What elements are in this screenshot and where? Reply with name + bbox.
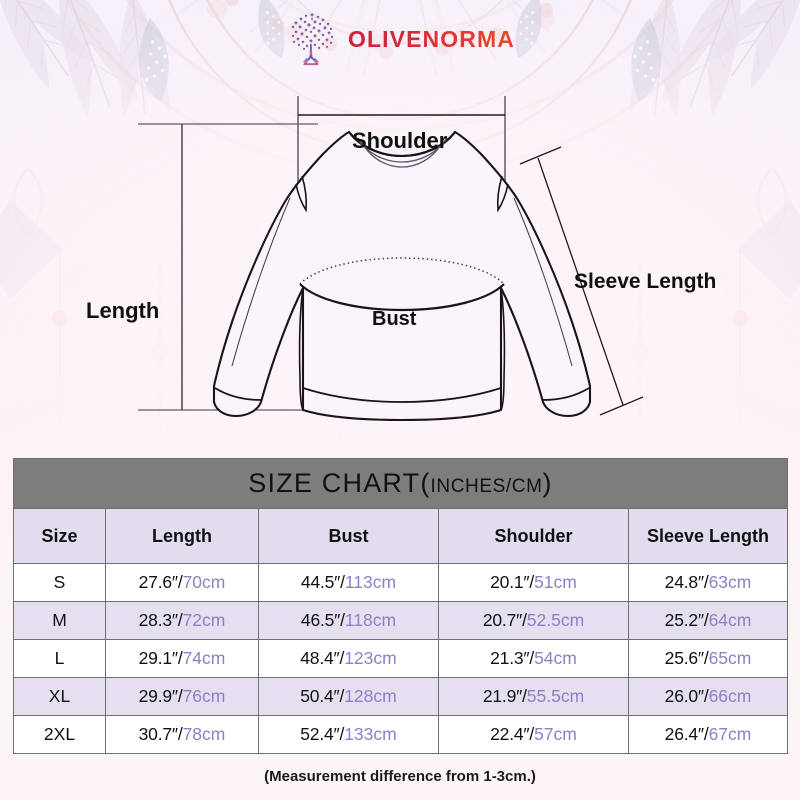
table-row: XL 29.9″/76cm 50.4″/128cm 21.9″/55.5cm 2… bbox=[13, 677, 789, 716]
value-inches: 25.2″/ bbox=[664, 610, 709, 630]
value-cm: 52.5cm bbox=[526, 610, 585, 630]
value-cm: 70cm bbox=[182, 572, 226, 592]
cell-size: L bbox=[13, 639, 106, 678]
cell-sleeve: 26.0″/66cm bbox=[627, 677, 789, 716]
value-inches: 48.4″/ bbox=[300, 648, 345, 668]
value-cm: 67cm bbox=[708, 724, 752, 744]
cell-sleeve: 25.2″/64cm bbox=[627, 601, 789, 640]
brand-logo: OLIVENORMA bbox=[0, 10, 800, 68]
value-inches: 22.4″/ bbox=[490, 724, 535, 744]
cell-shoulder: 20.1″/51cm bbox=[438, 563, 629, 602]
value-inches: 30.7″/ bbox=[138, 724, 183, 744]
value-cm: 133cm bbox=[344, 724, 397, 744]
dotted-tree-icon bbox=[291, 13, 334, 66]
table-row: L 29.1″/74cm 48.4″/123cm 21.3″/54cm 25.6… bbox=[13, 639, 789, 678]
cell-sleeve: 26.4″/67cm bbox=[627, 715, 789, 754]
cell-shoulder: 21.3″/54cm bbox=[438, 639, 629, 678]
brand-name: OLIVENORMA bbox=[348, 25, 515, 52]
value-cm: 65cm bbox=[708, 648, 752, 668]
value-inches: 21.3″/ bbox=[490, 648, 535, 668]
value-inches: 50.4″/ bbox=[300, 686, 345, 706]
garment-diagram: Shoulder Length Bust Sleeve Length bbox=[0, 58, 800, 458]
value-inches: 20.1″/ bbox=[490, 572, 535, 592]
value-inches: 46.5″/ bbox=[300, 610, 345, 630]
table-row: M 28.3″/72cm 46.5″/118cm 20.7″/52.5cm 25… bbox=[13, 601, 789, 640]
cell-shoulder: 22.4″/57cm bbox=[438, 715, 629, 754]
table-header-row: Size Length Bust Shoulder Sleeve Length bbox=[13, 508, 789, 564]
chart-title: SIZE CHART(INCHES/CM) bbox=[12, 458, 789, 509]
diagram-label-length: Length bbox=[86, 298, 160, 323]
table-row: S 27.6″/70cm 44.5″/113cm 20.1″/51cm 24.8… bbox=[13, 563, 789, 602]
value-cm: 113cm bbox=[344, 572, 397, 592]
cell-size: XL bbox=[13, 677, 106, 716]
value-cm: 72cm bbox=[182, 610, 226, 630]
cell-length: 28.3″/72cm bbox=[105, 601, 259, 640]
value-cm: 118cm bbox=[344, 610, 397, 630]
value-inches: 26.0″/ bbox=[664, 686, 709, 706]
value-cm: 51cm bbox=[534, 572, 577, 592]
value-cm: 57cm bbox=[534, 724, 577, 744]
chart-title-close: ) bbox=[542, 468, 553, 498]
measurement-footnote: (Measurement difference from 1-3cm.) bbox=[264, 768, 536, 785]
value-inches: 26.4″/ bbox=[664, 724, 709, 744]
value-inches: 29.9″/ bbox=[138, 686, 183, 706]
chart-title-units: INCHES/CM bbox=[430, 476, 543, 497]
table-title-row: SIZE CHART(INCHES/CM) bbox=[12, 458, 789, 509]
column-header-sleeve-length: Sleeve Length bbox=[627, 508, 789, 564]
column-header-size: Size bbox=[13, 508, 106, 564]
value-inches: 20.7″/ bbox=[482, 610, 527, 630]
diagram-label-bust: Bust bbox=[372, 308, 417, 330]
cell-bust: 48.4″/123cm bbox=[258, 639, 439, 678]
value-cm: 55.5cm bbox=[526, 686, 585, 706]
value-inches: 25.6″/ bbox=[664, 648, 709, 668]
value-inches: 28.3″/ bbox=[138, 610, 183, 630]
cell-length: 27.6″/70cm bbox=[105, 563, 259, 602]
value-cm: 74cm bbox=[182, 648, 226, 668]
value-cm: 128cm bbox=[344, 686, 397, 706]
value-inches: 27.6″/ bbox=[138, 572, 183, 592]
cell-bust: 44.5″/113cm bbox=[258, 563, 439, 602]
column-header-length: Length bbox=[105, 508, 259, 564]
table-row: 2XL 30.7″/78cm 52.4″/133cm 22.4″/57cm 26… bbox=[13, 715, 789, 754]
cell-size: M bbox=[13, 601, 106, 640]
value-inches: 29.1″/ bbox=[138, 648, 183, 668]
cell-size: 2XL bbox=[13, 715, 106, 754]
cell-bust: 46.5″/118cm bbox=[258, 601, 439, 640]
value-cm: 63cm bbox=[708, 572, 752, 592]
cell-length: 30.7″/78cm bbox=[105, 715, 259, 754]
value-cm: 54cm bbox=[534, 648, 577, 668]
value-cm: 66cm bbox=[708, 686, 752, 706]
cell-length: 29.9″/76cm bbox=[105, 677, 259, 716]
cell-shoulder: 20.7″/52.5cm bbox=[438, 601, 629, 640]
size-chart-table: SIZE CHART(INCHES/CM) Size Length Bust S… bbox=[12, 458, 789, 754]
value-inches: 21.9″/ bbox=[482, 686, 527, 706]
chart-title-main: SIZE CHART( bbox=[248, 468, 431, 498]
diagram-label-shoulder: Shoulder bbox=[352, 128, 448, 153]
value-inches: 52.4″/ bbox=[300, 724, 345, 744]
cell-sleeve: 25.6″/65cm bbox=[627, 639, 789, 678]
cell-bust: 50.4″/128cm bbox=[258, 677, 439, 716]
cell-size: S bbox=[13, 563, 106, 602]
cell-bust: 52.4″/133cm bbox=[258, 715, 439, 754]
column-header-bust: Bust bbox=[258, 508, 439, 564]
value-cm: 123cm bbox=[344, 648, 397, 668]
value-inches: 44.5″/ bbox=[300, 572, 345, 592]
cell-length: 29.1″/74cm bbox=[105, 639, 259, 678]
sweatshirt-outline-icon bbox=[138, 96, 644, 422]
cell-sleeve: 24.8″/63cm bbox=[627, 563, 789, 602]
cell-shoulder: 21.9″/55.5cm bbox=[438, 677, 629, 716]
value-cm: 64cm bbox=[708, 610, 752, 630]
value-inches: 24.8″/ bbox=[664, 572, 709, 592]
diagram-label-sleeve-length: Sleeve Length bbox=[574, 270, 717, 293]
value-cm: 78cm bbox=[182, 724, 226, 744]
value-cm: 76cm bbox=[182, 686, 226, 706]
column-header-shoulder: Shoulder bbox=[438, 508, 629, 564]
